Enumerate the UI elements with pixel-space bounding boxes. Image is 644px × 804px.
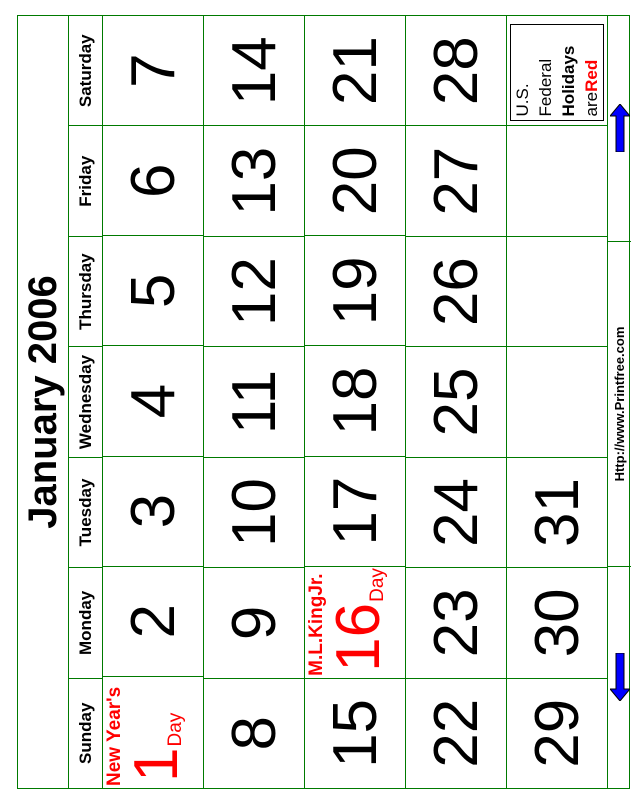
day-cell-saturday[interactable]: 21 [305, 16, 405, 127]
weekday-tuesday: Tuesday [69, 457, 102, 569]
day-number: 3 [118, 493, 188, 529]
day-number: 6 [118, 163, 188, 198]
day-number: 25 [421, 367, 491, 437]
day-number: 23 [421, 588, 491, 658]
day-number: 13 [219, 146, 289, 216]
day-cell-wednesday[interactable]: 11 [204, 347, 304, 458]
website-link[interactable]: Http://www.Printfree.com [612, 326, 627, 482]
day-cell-wednesday[interactable]: 18 [305, 346, 405, 457]
day-number: 8 [219, 716, 289, 751]
day-cell-tuesday[interactable]: 31 [507, 457, 607, 569]
day-cell-tuesday[interactable]: 3 [103, 456, 203, 567]
day-number: 14 [219, 36, 289, 106]
day-cell-sunday[interactable]: 8 [204, 679, 304, 788]
prev-month-cell[interactable] [608, 567, 631, 788]
day-number: 15 [320, 698, 390, 768]
day-cell-tuesday[interactable]: 17 [305, 456, 405, 567]
day-number: 29 [522, 698, 592, 768]
day-cell-wednesday[interactable]: 25 [406, 347, 506, 458]
legend-red: Red [582, 59, 601, 92]
calendar: January 2006 Sunday Monday Tuesday Wedne… [17, 15, 631, 789]
week-row: 22 23 24 25 26 27 28 [405, 16, 506, 788]
next-month-cell[interactable] [608, 16, 631, 242]
holiday-day-label: Day [165, 712, 186, 747]
day-number: 27 [421, 146, 491, 216]
day-number: 1 [122, 747, 191, 782]
weekday-saturday: Saturday [69, 16, 102, 127]
day-number: 20 [320, 146, 390, 216]
day-number: 18 [320, 366, 390, 436]
legend-line: Federal [536, 58, 555, 117]
holiday-day-label: Day [367, 568, 388, 602]
day-cell-thursday[interactable]: 19 [305, 236, 405, 347]
holiday-legend: U.S. Federal Holidays areRed [510, 24, 604, 122]
day-number: 22 [421, 698, 491, 768]
weekday-wednesday: Wednesday [69, 347, 102, 458]
week-row: 29 30 31 U.S. Federal Holidays areRed [506, 16, 607, 788]
week-row: 8 9 10 11 12 13 14 [203, 16, 304, 788]
day-number: 16 [324, 602, 393, 672]
page-title: January 2006 [20, 275, 65, 529]
week-row: 15 M.L.KingJr. 16 Day 17 18 19 20 21 [304, 16, 405, 788]
legend-are: are [582, 91, 601, 117]
day-cell-monday[interactable]: 2 [103, 566, 203, 677]
day-number: 12 [219, 257, 289, 327]
day-cell-thursday[interactable]: 5 [103, 236, 203, 347]
day-number: 31 [522, 477, 592, 547]
day-cell-sunday[interactable]: 15 [305, 679, 405, 788]
day-number: 17 [320, 476, 390, 546]
day-cell-saturday[interactable]: 7 [103, 16, 203, 127]
legend-line: areRed [580, 29, 603, 117]
footer: Http://www.Printfree.com [607, 16, 631, 788]
day-cell-sunday[interactable]: 22 [406, 679, 506, 788]
day-cell-friday[interactable]: 6 [103, 126, 203, 237]
weekday-monday: Monday [69, 568, 102, 679]
day-number: 19 [320, 256, 390, 326]
day-number: 9 [219, 605, 289, 641]
day-number: 4 [118, 383, 188, 419]
arrow-left-icon[interactable] [609, 653, 630, 702]
legend-line: U.S. [513, 83, 532, 117]
day-number: 11 [219, 369, 289, 435]
day-cell-friday[interactable]: 13 [204, 126, 304, 237]
day-number: 24 [421, 477, 491, 547]
day-number: 28 [421, 36, 491, 106]
day-number: 10 [219, 477, 289, 547]
arrow-right-icon[interactable] [609, 104, 630, 153]
day-cell-saturday[interactable]: 28 [406, 16, 506, 127]
day-cell-friday[interactable]: 20 [305, 126, 405, 237]
day-cell-tuesday[interactable]: 10 [204, 457, 304, 569]
day-number: 26 [421, 257, 491, 327]
day-cell-wednesday[interactable] [507, 347, 607, 458]
day-cell-thursday[interactable] [507, 236, 607, 348]
day-cell-friday[interactable] [507, 126, 607, 237]
weekday-sunday: Sunday [75, 702, 95, 764]
day-number: 5 [118, 273, 188, 309]
week-row: New Year's 1 Day 2 3 4 5 6 7 [102, 16, 203, 788]
weekday-header: Sunday Monday Tuesday Wednesday Thursday… [68, 16, 102, 788]
day-number: 30 [522, 588, 592, 658]
day-cell-friday[interactable]: 27 [406, 126, 506, 237]
day-cell-monday[interactable]: 30 [507, 568, 607, 679]
website-cell: Http://www.Printfree.com [608, 242, 631, 567]
holiday-date-line: 1 Day [122, 712, 191, 786]
weekday-thursday: Thursday [69, 236, 102, 348]
day-cell-tuesday[interactable]: 24 [406, 457, 506, 569]
day-cell-monday[interactable]: 23 [406, 568, 506, 679]
holiday-date-line: 16 Day [324, 568, 393, 676]
weekday-friday: Friday [69, 126, 102, 237]
day-number: 21 [320, 36, 390, 106]
day-cell-saturday[interactable]: U.S. Federal Holidays areRed [507, 16, 607, 127]
day-cell-thursday[interactable]: 12 [204, 236, 304, 348]
day-cell-monday[interactable]: 9 [204, 568, 304, 679]
day-cell-sunday[interactable]: 29 [507, 679, 607, 788]
day-cell-sunday[interactable]: New Year's 1 Day [103, 677, 203, 788]
day-number: 7 [118, 53, 188, 88]
day-cell-wednesday[interactable]: 4 [103, 346, 203, 457]
day-cell-saturday[interactable]: 14 [204, 16, 304, 127]
day-number: 2 [118, 604, 188, 639]
legend-line: Holidays [559, 45, 578, 117]
day-cell-monday[interactable]: M.L.KingJr. 16 Day [305, 566, 405, 679]
day-cell-thursday[interactable]: 26 [406, 236, 506, 348]
